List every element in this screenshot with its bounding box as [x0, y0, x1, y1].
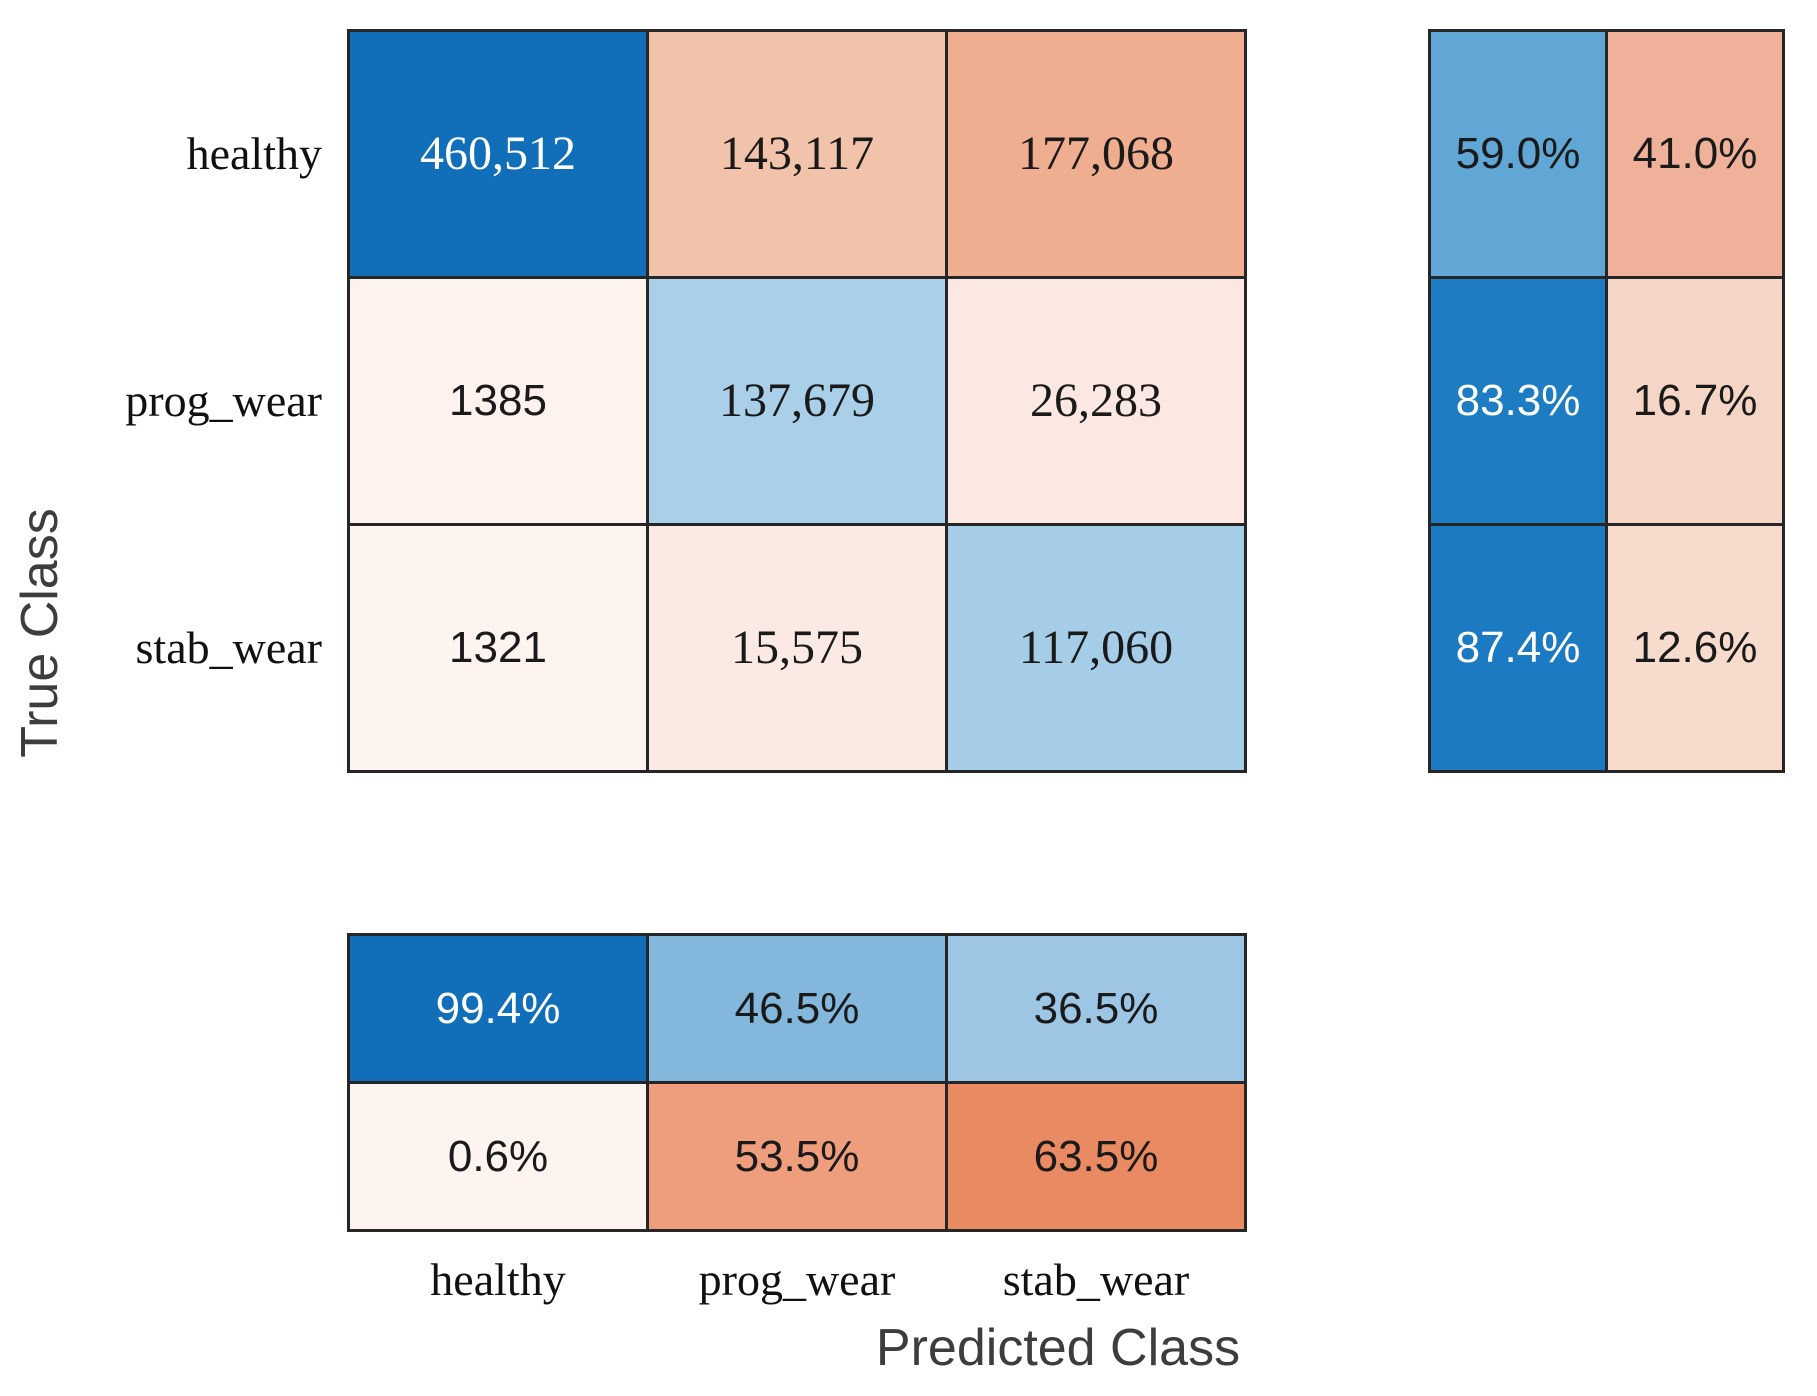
cell-true-prog-wear-pred-stab-wear: 26,283: [948, 279, 1244, 523]
y-tick-prog-wear: prog_wear: [125, 375, 322, 426]
row-summary-prog-wear-incorrect: 16.7%: [1608, 279, 1782, 523]
col-summary-prog-wear-incorrect: 53.5%: [649, 1084, 945, 1229]
y-tick-healthy: healthy: [186, 128, 322, 179]
row-summary-stab-wear-incorrect: 12.6%: [1608, 526, 1782, 770]
confusion-matrix-grid: 460,512 143,117 177,068 1385 137,679 26,…: [347, 29, 1247, 773]
cell-true-healthy-pred-healthy: 460,512: [350, 32, 646, 276]
x-axis-label: Predicted Class: [875, 1319, 1241, 1377]
cell-true-stab-wear-pred-prog-wear: 15,575: [649, 526, 945, 770]
cell-true-stab-wear-pred-healthy: 1321: [350, 526, 646, 770]
row-summary-healthy-incorrect: 41.0%: [1608, 32, 1782, 276]
cell-true-healthy-pred-prog-wear: 143,117: [649, 32, 945, 276]
column-summary-grid: 99.4% 46.5% 36.5% 0.6% 53.5% 63.5%: [347, 933, 1247, 1232]
row-summary-stab-wear-correct: 87.4%: [1431, 526, 1605, 770]
row-summary-prog-wear-correct: 83.3%: [1431, 279, 1605, 523]
y-tick-stab-wear: stab_wear: [135, 622, 322, 673]
col-summary-healthy-correct: 99.4%: [350, 936, 646, 1081]
x-tick-prog-wear: prog_wear: [698, 1254, 896, 1305]
cell-true-stab-wear-pred-stab-wear: 117,060: [948, 526, 1244, 770]
x-tick-healthy: healthy: [430, 1254, 566, 1305]
cell-true-prog-wear-pred-prog-wear: 137,679: [649, 279, 945, 523]
cell-true-healthy-pred-stab-wear: 177,068: [948, 32, 1244, 276]
cell-true-prog-wear-pred-healthy: 1385: [350, 279, 646, 523]
col-summary-stab-wear-correct: 36.5%: [948, 936, 1244, 1081]
row-summary-healthy-correct: 59.0%: [1431, 32, 1605, 276]
row-summary-grid: 59.0% 41.0% 83.3% 16.7% 87.4% 12.6%: [1428, 29, 1785, 773]
col-summary-healthy-incorrect: 0.6%: [350, 1084, 646, 1229]
x-tick-stab-wear: stab_wear: [1002, 1254, 1190, 1305]
col-summary-prog-wear-correct: 46.5%: [649, 936, 945, 1081]
col-summary-stab-wear-incorrect: 63.5%: [948, 1084, 1244, 1229]
